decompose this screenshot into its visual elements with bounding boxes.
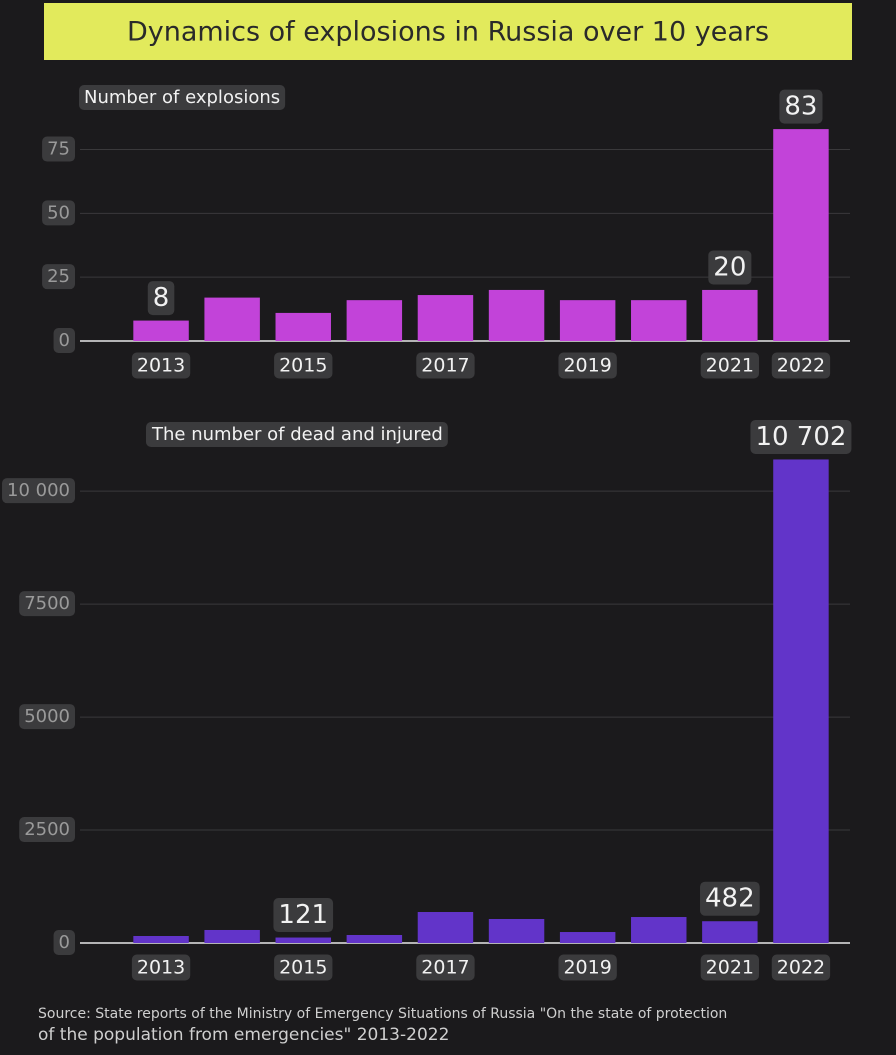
y-tick-label: 2500 bbox=[24, 819, 70, 840]
y-tick-label: 75 bbox=[47, 139, 70, 160]
source-line: Source: State reports of the Ministry of… bbox=[38, 1006, 727, 1022]
y-tick-label: 25 bbox=[47, 266, 70, 287]
x-tick-label: 2015 bbox=[279, 355, 327, 377]
bar bbox=[204, 929, 260, 943]
value-label-box bbox=[750, 419, 852, 454]
x-tick-label-box bbox=[416, 352, 475, 379]
bar bbox=[417, 295, 474, 341]
y-tick-label-box bbox=[19, 704, 75, 730]
x-tick-label-box bbox=[274, 352, 333, 379]
y-tick-label-box bbox=[2, 478, 75, 504]
y-tick-label-box bbox=[42, 264, 75, 290]
x-tick-label: 2021 bbox=[706, 355, 754, 377]
bar bbox=[702, 921, 758, 943]
x-tick-label: 2013 bbox=[137, 957, 185, 979]
value-label: 8 bbox=[153, 283, 170, 313]
y-tick-label: 5000 bbox=[24, 706, 70, 727]
x-tick-label: 2013 bbox=[137, 355, 185, 377]
y-tick-label-box bbox=[53, 328, 75, 353]
bar bbox=[346, 935, 403, 943]
bar bbox=[133, 935, 189, 943]
y-tick-label-box bbox=[19, 817, 75, 843]
bar bbox=[204, 297, 260, 341]
chart-title: Dynamics of explosions in Russia over 10… bbox=[127, 17, 769, 48]
y-tick-label-box bbox=[42, 200, 75, 226]
x-tick-label-box bbox=[700, 352, 760, 379]
bar bbox=[773, 129, 829, 341]
bar bbox=[488, 289, 545, 341]
y-tick-label: 10 000 bbox=[7, 480, 70, 501]
value-label-box bbox=[273, 898, 334, 933]
x-tick-label-box bbox=[131, 954, 191, 981]
value-label: 121 bbox=[278, 900, 328, 930]
bar bbox=[275, 937, 331, 943]
bar bbox=[631, 300, 687, 341]
x-tick-label: 2021 bbox=[706, 957, 754, 979]
x-tick-label-box bbox=[700, 954, 760, 981]
bar bbox=[133, 320, 189, 341]
x-tick-label: 2015 bbox=[279, 957, 327, 979]
bar bbox=[773, 459, 829, 943]
x-tick-label: 2022 bbox=[777, 355, 825, 377]
y-tick-label-box bbox=[42, 136, 75, 162]
y-axis-title-box bbox=[146, 422, 448, 447]
title-banner bbox=[44, 3, 852, 60]
value-label: 482 bbox=[705, 884, 755, 914]
y-tick-label: 50 bbox=[47, 202, 70, 223]
value-label: 83 bbox=[784, 92, 817, 122]
x-tick-label-box bbox=[771, 352, 831, 379]
value-label: 20 bbox=[713, 252, 746, 282]
x-tick-label: 2022 bbox=[777, 957, 825, 979]
bar bbox=[559, 300, 616, 341]
bar bbox=[702, 289, 758, 341]
value-label: 10 702 bbox=[755, 422, 846, 452]
source-line: of the population from emergencies" 2013… bbox=[38, 1025, 449, 1045]
x-tick-label-box bbox=[274, 954, 333, 981]
y-tick-label-box bbox=[19, 591, 75, 617]
y-tick-label-box bbox=[53, 930, 75, 955]
y-axis-title: Number of explosions bbox=[84, 87, 280, 108]
bar bbox=[346, 300, 403, 341]
x-tick-label-box bbox=[416, 954, 475, 981]
x-tick-label-box bbox=[558, 352, 617, 379]
x-tick-label: 2017 bbox=[421, 957, 469, 979]
y-tick-label: 0 bbox=[59, 932, 70, 953]
bar bbox=[631, 917, 687, 943]
y-axis-title-box bbox=[79, 85, 286, 110]
bar bbox=[417, 912, 474, 943]
value-label-box bbox=[708, 250, 752, 285]
y-tick-label: 0 bbox=[59, 330, 70, 351]
y-axis-title: The number of dead and injured bbox=[151, 424, 443, 445]
x-tick-label: 2019 bbox=[563, 957, 611, 979]
bar bbox=[488, 919, 545, 943]
value-label-box bbox=[147, 281, 175, 316]
value-label-box bbox=[779, 89, 823, 124]
x-tick-label-box bbox=[558, 954, 617, 981]
x-tick-label-box bbox=[771, 954, 831, 981]
x-tick-label-box bbox=[131, 352, 191, 379]
y-tick-label: 7500 bbox=[24, 593, 70, 614]
value-label-box bbox=[700, 881, 760, 916]
x-tick-label: 2017 bbox=[421, 355, 469, 377]
x-tick-label: 2019 bbox=[563, 355, 611, 377]
bar bbox=[559, 932, 616, 943]
bar bbox=[275, 312, 331, 341]
